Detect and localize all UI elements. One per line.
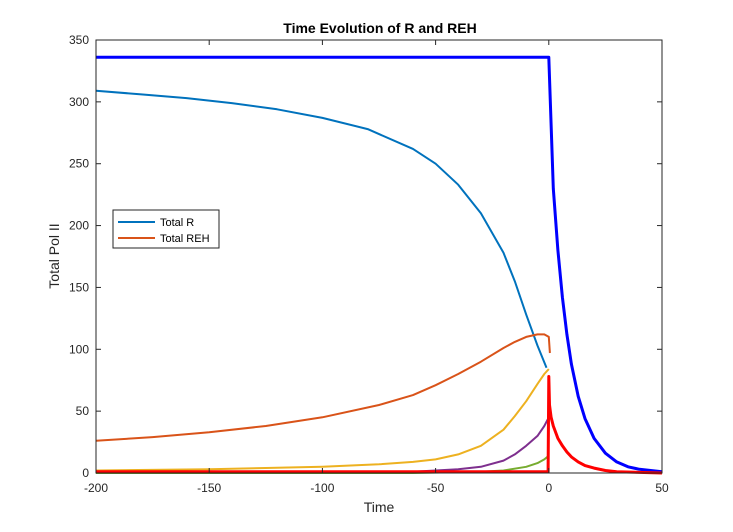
- series-line-5: [96, 55, 663, 474]
- series-line-2: [95, 368, 550, 472]
- x-tick-label: 50: [655, 481, 669, 495]
- plot-background: [96, 40, 662, 473]
- x-axis-label: Time: [364, 499, 395, 515]
- x-tick-label: -200: [84, 481, 108, 495]
- legend: Total R Total REH: [112, 209, 220, 249]
- x-tick-label: 0: [545, 481, 552, 495]
- y-tick-label: 150: [69, 280, 89, 294]
- x-tick-label: -50: [427, 481, 445, 495]
- y-tick-label: 50: [76, 404, 90, 418]
- series-line-0: [95, 89, 548, 369]
- x-tick-label: -100: [310, 481, 334, 495]
- legend-entry: Total R: [160, 217, 194, 229]
- plot-area: -200 -150 -100 -50 0 50 0 50 100 150 200 250 300 350: [69, 33, 669, 495]
- y-tick-label: 0: [82, 466, 89, 480]
- y-axis-label: Total Pol II: [46, 223, 62, 288]
- legend-entry: Total REH: [160, 233, 210, 245]
- series-lines: [95, 55, 663, 475]
- axis-ticks: -200 -150 -100 -50 0 50 0 50 100 150 200 250 300 350: [69, 33, 669, 495]
- series-line-6: [96, 375, 663, 475]
- legend-box: [112, 209, 220, 249]
- y-tick-label: 100: [69, 342, 89, 356]
- series-line-1: [95, 333, 551, 442]
- y-tick-label: 350: [69, 33, 89, 47]
- chart-title: Time Evolution of R and REH: [283, 20, 476, 36]
- x-tick-label: -150: [197, 481, 221, 495]
- y-tick-label: 250: [69, 157, 89, 171]
- y-tick-label: 200: [69, 219, 89, 233]
- y-tick-label: 300: [69, 95, 89, 109]
